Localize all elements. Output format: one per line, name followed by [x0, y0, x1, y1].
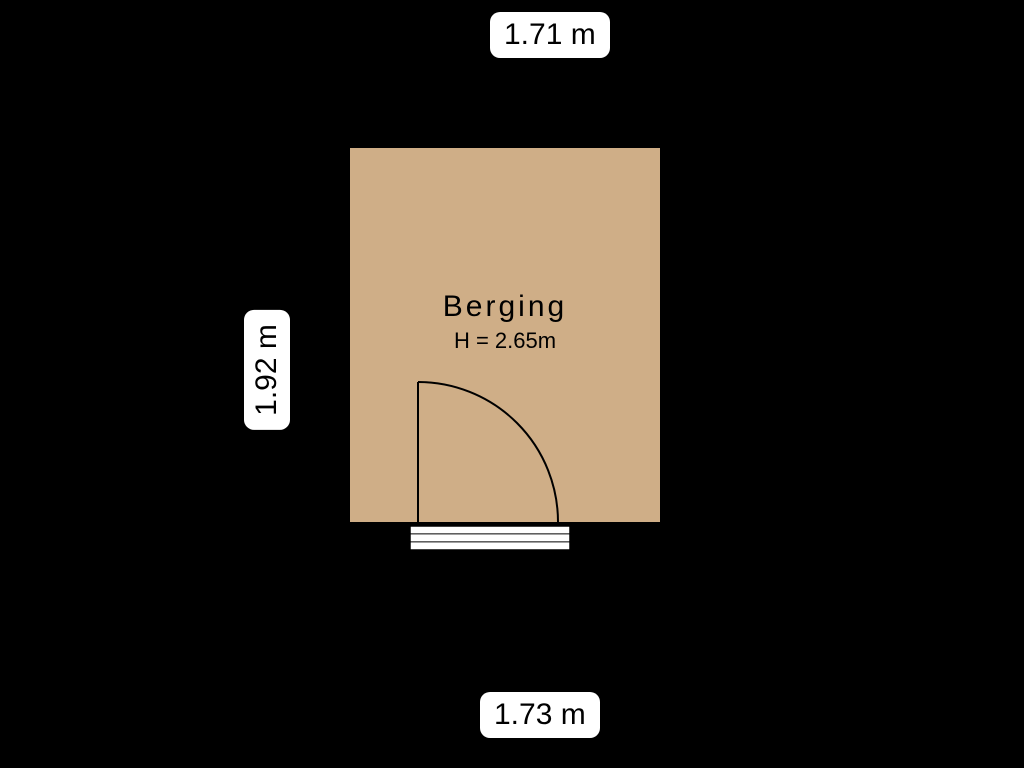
room-height-label: H = 2.65m: [443, 328, 567, 354]
dimension-bottom: 1.73 m: [480, 692, 600, 738]
room-name: Berging: [443, 290, 567, 324]
room-label: Berging H = 2.65m: [443, 290, 567, 354]
dimension-left: 1.92 m: [244, 310, 290, 430]
dimension-top: 1.71 m: [490, 12, 610, 58]
